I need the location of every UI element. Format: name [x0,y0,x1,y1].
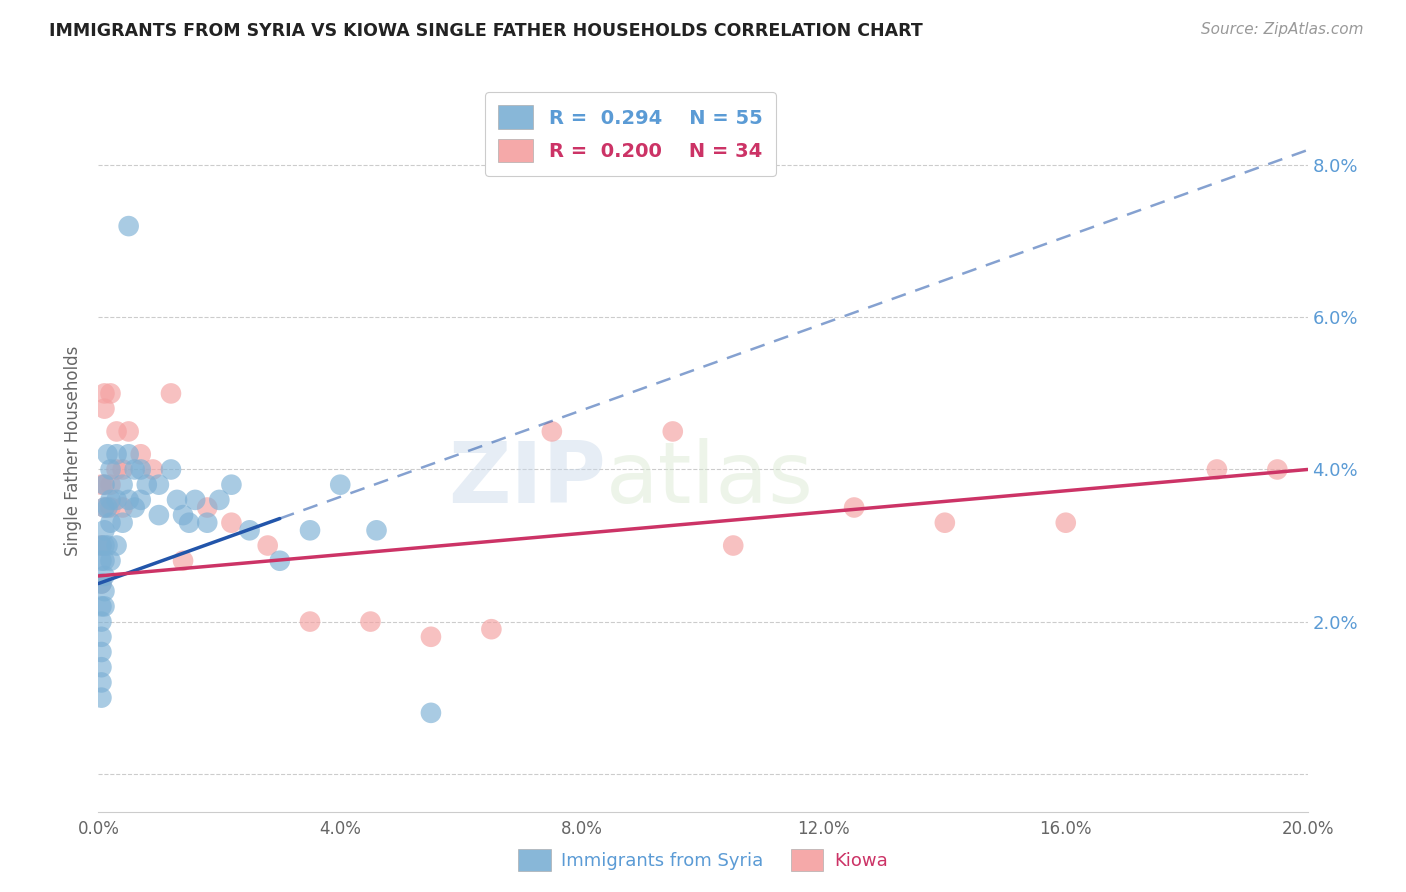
Point [105,492,128,507]
Point [118,492,141,507]
Point [100,462,122,476]
Point [93,477,115,491]
Point [93,584,115,599]
Point [329,477,352,491]
Point [172,508,194,522]
Legend: R =  0.294    N = 55, R =  0.200    N = 34: R = 0.294 N = 55, R = 0.200 N = 34 [485,92,776,176]
Point [1054,516,1077,530]
Point [111,500,134,515]
Point [124,500,146,515]
Point [129,462,152,476]
Point [221,516,243,530]
Point [90,645,112,659]
Point [90,690,112,705]
Legend: Immigrants from Syria, Kiowa: Immigrants from Syria, Kiowa [510,842,896,879]
Point [844,500,866,515]
Text: IMMIGRANTS FROM SYRIA VS KIOWA SINGLE FATHER HOUSEHOLDS CORRELATION CHART: IMMIGRANTS FROM SYRIA VS KIOWA SINGLE FA… [49,22,922,40]
Point [93,401,115,416]
Point [195,500,218,515]
Point [90,539,112,553]
Point [184,492,207,507]
Point [90,554,112,568]
Point [360,615,382,629]
Point [1206,462,1229,476]
Point [93,500,115,515]
Point [299,524,322,538]
Point [118,219,141,233]
Point [100,492,122,507]
Text: atlas: atlas [606,438,814,521]
Point [208,492,231,507]
Point [105,425,128,439]
Point [93,539,115,553]
Point [100,554,122,568]
Point [90,615,112,629]
Point [93,599,115,614]
Point [148,477,170,491]
Point [111,477,134,491]
Text: Source: ZipAtlas.com: Source: ZipAtlas.com [1201,22,1364,37]
Point [90,539,112,553]
Point [100,477,122,491]
Point [96,500,118,515]
Text: ZIP: ZIP [449,438,606,521]
Point [93,569,115,583]
Point [96,447,118,461]
Point [90,599,112,614]
Point [221,477,243,491]
Point [723,539,745,553]
Point [366,524,388,538]
Point [540,425,562,439]
Point [118,425,141,439]
Point [111,516,134,530]
Point [160,462,183,476]
Point [90,660,112,674]
Point [129,492,152,507]
Point [90,630,112,644]
Point [90,675,112,690]
Point [100,516,122,530]
Point [172,554,194,568]
Point [124,462,146,476]
Point [166,492,188,507]
Y-axis label: Single Father Households: Single Father Households [65,345,83,556]
Point [105,447,128,461]
Point [111,462,134,476]
Point [1267,462,1289,476]
Point [90,477,112,491]
Point [420,706,443,720]
Point [179,516,201,530]
Point [934,516,956,530]
Point [129,447,152,461]
Point [93,386,115,401]
Point [420,630,443,644]
Point [661,425,683,439]
Point [269,554,291,568]
Point [160,386,183,401]
Point [256,539,278,553]
Point [239,524,262,538]
Point [100,500,122,515]
Point [93,500,115,515]
Point [90,576,112,591]
Point [105,462,128,476]
Point [299,615,322,629]
Point [148,508,170,522]
Point [93,477,115,491]
Point [142,462,165,476]
Point [481,622,503,636]
Point [195,516,218,530]
Point [90,576,112,591]
Point [105,539,128,553]
Point [93,524,115,538]
Point [93,554,115,568]
Point [100,386,122,401]
Point [96,539,118,553]
Point [118,447,141,461]
Point [135,477,157,491]
